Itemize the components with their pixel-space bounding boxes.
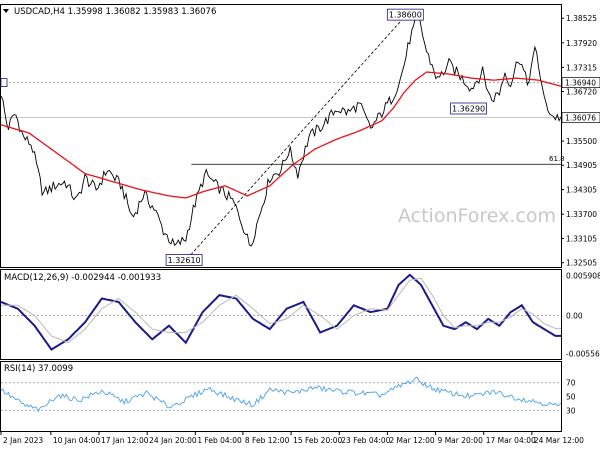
price-chart-title: USDCAD,H4 1.35998 1.36082 1.35983 1.3607… xyxy=(14,7,216,17)
current-price-box xyxy=(561,112,600,124)
time-axis-label: 15 Feb 20:00 xyxy=(293,436,342,445)
time-axis-label: 2 Jan 2023 xyxy=(3,436,43,445)
macd-axis-label: 0.00 xyxy=(566,312,583,321)
time-axis-label: 24 Mar 12:00 xyxy=(534,436,584,445)
price-annotation-box xyxy=(386,8,424,21)
price-axis-label: 1.36720 xyxy=(566,88,597,97)
macd-axis-label: 0.005908 xyxy=(566,271,600,280)
time-axis-label: 1 Feb 04:00 xyxy=(197,436,242,445)
axes: 1.385251.379201.373151.367201.361151.355… xyxy=(0,14,600,445)
rsi-axis-label: 70 xyxy=(566,379,576,388)
rsi-axis-label: 30 xyxy=(566,406,576,415)
price-annotation-label: 1.32610 xyxy=(168,256,201,265)
macd-title: MACD(12,26,9) -0.002944 -0.001933 xyxy=(4,273,161,283)
price-axis-label: 1.37315 xyxy=(566,63,597,72)
price-axis-label: 1.35500 xyxy=(566,137,597,146)
time-axis-label: 23 Feb 04:00 xyxy=(341,436,390,445)
time-axis-label: 10 Jan 04:00 xyxy=(53,436,101,445)
price-axis-label: 1.37920 xyxy=(566,39,597,48)
price-annotation-label: 1.36290 xyxy=(452,104,485,113)
macd-signal-line xyxy=(1,277,561,344)
price-axis-label: 1.33700 xyxy=(566,210,597,219)
time-axis-label: 17 Mar 04:00 xyxy=(486,436,536,445)
price-annotation-box xyxy=(450,102,488,115)
watermark: ActionForex.com xyxy=(398,205,556,227)
macd-axis-label: -0.005563 xyxy=(566,349,600,358)
time-axis-label: 24 Jan 20:00 xyxy=(149,436,197,445)
rsi-line xyxy=(0,377,562,413)
price-annotation-label: 1.38600 xyxy=(389,11,422,20)
price-axis-label: 1.34305 xyxy=(566,186,597,195)
time-axis-label: 2 Mar 12:00 xyxy=(389,436,435,445)
macd-plot xyxy=(0,273,561,351)
price-plot: 61.8 1.38600 1.32610 1.36290 xyxy=(0,8,565,266)
level-price-label: 1.36940 xyxy=(565,79,596,88)
price-panel-frame xyxy=(0,4,562,268)
current-price-label: 1.36076 xyxy=(565,114,596,123)
rsi-axis-label: 50 xyxy=(566,393,576,402)
moving-average-line xyxy=(0,71,562,199)
price-axis-label: 1.38525 xyxy=(566,14,597,23)
macd-main-line xyxy=(0,273,561,351)
level-left-marker xyxy=(0,78,8,87)
level-price-box xyxy=(561,77,600,88)
rsi-title: RSI(14) 37.0099 xyxy=(4,364,73,374)
trend-channel-line xyxy=(187,10,411,259)
time-axis-label: 9 Mar 20:00 xyxy=(438,436,484,445)
fib-61-8-label: 61.8 xyxy=(549,155,565,163)
price-line xyxy=(0,14,562,247)
rsi-plot xyxy=(0,377,562,413)
price-axis-label: 1.33105 xyxy=(566,234,597,243)
rsi-panel-frame xyxy=(0,361,562,432)
time-axis-label: 8 Feb 12:00 xyxy=(245,436,290,445)
dropdown-triangle-icon[interactable] xyxy=(3,9,9,13)
price-axis-label: 1.32505 xyxy=(566,259,597,268)
price-axis-label: 1.34905 xyxy=(566,161,597,170)
time-axis-label: 17 Jan 12:00 xyxy=(101,436,149,445)
price-annotation-box xyxy=(165,254,203,266)
